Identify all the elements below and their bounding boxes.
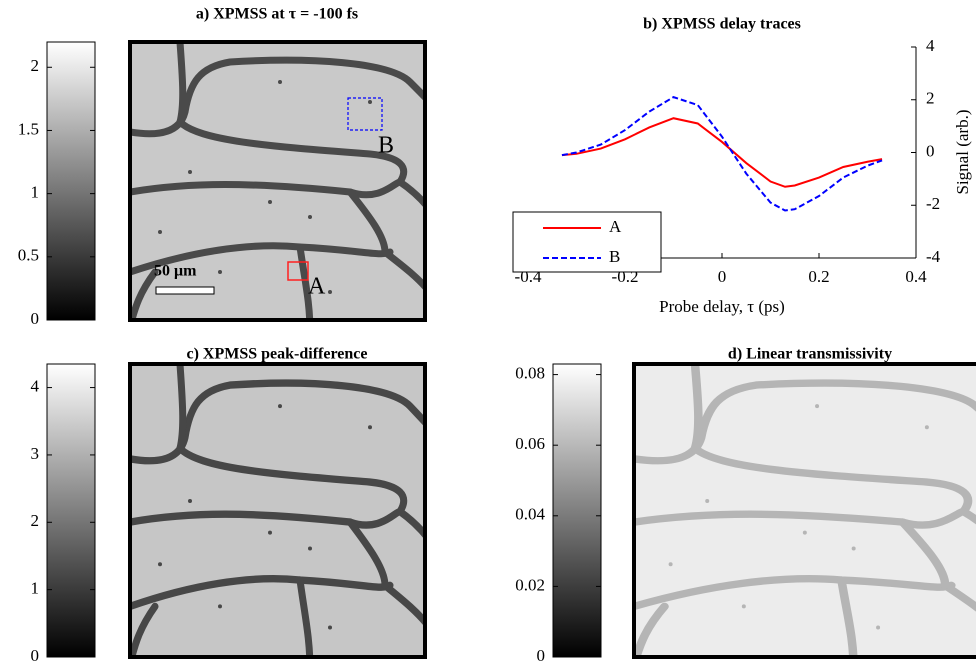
colorbar: [46, 363, 96, 658]
image-background: [130, 42, 425, 320]
image-frame: [128, 362, 427, 659]
speck: [188, 170, 192, 174]
speck: [308, 546, 312, 551]
series-line: [561, 96, 883, 212]
cell-walls: [634, 364, 976, 667]
region-a: [287, 261, 309, 281]
x-tick-label: 0: [718, 267, 727, 286]
speck: [802, 530, 807, 535]
colorbar-tick-label: 1: [31, 579, 40, 598]
colorbar-tick-label: 0.02: [515, 575, 545, 594]
y-tick-label: 4: [926, 36, 935, 55]
micrograph: [632, 362, 976, 667]
speck: [218, 604, 222, 609]
label-b: B: [378, 133, 394, 159]
colorbar-tick-label: 4: [31, 376, 40, 395]
colorbar: [46, 41, 96, 321]
colorbar-tick-label: 0: [31, 646, 40, 665]
colorbar: [552, 363, 602, 658]
speck: [924, 425, 929, 430]
colorbar-tick-label: 0.04: [515, 505, 545, 524]
colorbar-tick-label: 0.08: [515, 363, 545, 382]
speck: [368, 100, 372, 104]
speck: [328, 290, 332, 294]
colorbar-tick-label: 1.5: [18, 119, 39, 138]
y-tick-label: 2: [926, 89, 935, 108]
image-frame: [632, 362, 976, 659]
speck: [278, 80, 282, 84]
y-tick-label: -2: [926, 194, 940, 213]
micrograph: [128, 362, 470, 667]
panel-title: b) XPMSS delay traces: [643, 16, 801, 33]
legend-box: [512, 211, 662, 273]
micrograph: A B 50 μm: [128, 40, 470, 332]
speck: [368, 425, 372, 430]
speck: [268, 530, 272, 535]
legend-label: A: [609, 217, 622, 236]
label-a: A: [308, 274, 326, 300]
image-frame: [128, 40, 427, 322]
image-background: [634, 364, 976, 657]
speck: [308, 215, 312, 219]
scale-bar: [155, 286, 215, 295]
y-tick-label: -4: [926, 247, 941, 266]
speck: [158, 562, 162, 567]
panel-title: d) Linear transmissivity: [728, 346, 892, 363]
colorbar-tick-label: 2: [31, 56, 40, 75]
x-tick-label: 0.2: [808, 267, 829, 286]
speck: [268, 200, 272, 204]
speck: [188, 499, 192, 504]
panel-title: a) XPMSS at τ = -100 fs: [196, 6, 358, 23]
y-axis-label: Signal (arb.): [953, 110, 972, 195]
speck: [668, 562, 673, 567]
colorbar-tick-label: 0: [31, 309, 40, 328]
legend-label: B: [609, 247, 620, 266]
colorbar-tick-label: 2: [31, 511, 40, 530]
speck: [328, 625, 332, 630]
speck: [815, 404, 820, 409]
colorbar-tick-label: 0: [537, 646, 546, 665]
speck: [278, 404, 282, 409]
speck: [851, 546, 856, 551]
speck: [741, 604, 746, 609]
panel-title: c) XPMSS peak-difference: [187, 346, 368, 363]
y-tick-label: 0: [926, 141, 935, 160]
colorbar-tick-label: 1: [31, 183, 40, 202]
scale-bar-label: 50 μm: [154, 263, 197, 280]
series-line: [561, 117, 883, 188]
colorbar-tick-label: 0.5: [18, 246, 39, 265]
image-background: [130, 364, 425, 657]
speck: [705, 499, 710, 504]
speck: [158, 230, 162, 234]
speck: [218, 270, 222, 274]
x-tick-label: 0.4: [905, 267, 927, 286]
speck: [876, 625, 881, 630]
x-axis-label: Probe delay, τ (ps): [659, 297, 785, 316]
cell-walls: [130, 364, 470, 667]
cell-walls: [130, 42, 470, 332]
region-b: [347, 97, 383, 131]
colorbar-tick-label: 3: [31, 444, 40, 463]
colorbar-tick-label: 0.06: [515, 434, 545, 453]
